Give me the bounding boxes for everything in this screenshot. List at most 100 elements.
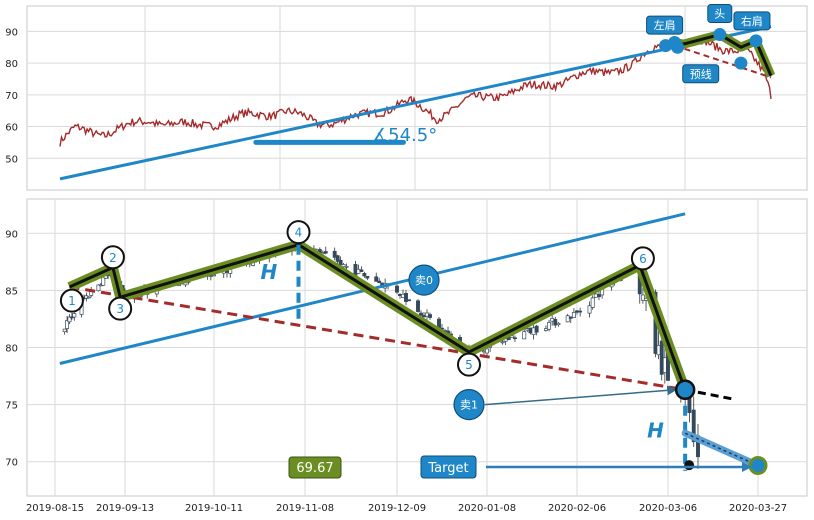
bottom-x-tick: 2019-12-09 [368,503,426,514]
top-y-tick: 60 [5,123,18,134]
sell-marker-circle [453,389,485,421]
candle-body [407,299,411,302]
candle-body [335,255,340,262]
top-y-tick-labels: 50 60 70 80 90 [5,27,18,165]
top-pattern-dot [713,28,727,42]
target-dot [748,456,768,476]
candle-body [659,340,664,375]
top-point-label: 头 [707,4,733,24]
pivot-marker: 4 [286,220,311,245]
top-pattern-dot [671,40,685,54]
candle-body [525,328,530,331]
bottom-panel: 70 75 80 85 90 2019-08-15 2019-09-13 2019-10-1… [5,198,808,514]
top-point-box [733,11,771,31]
top-trend-line [59,25,772,181]
candle-body [531,327,536,336]
top-point-text: 预线 [690,67,712,81]
pivot-circle [674,379,696,401]
pivot-label: 6 [639,252,647,266]
candle-body [565,315,570,323]
candle-body [419,312,423,316]
candle-body [656,345,661,356]
top-point-box [646,15,684,35]
bottom-y-tick: 70 [5,458,18,469]
candle-body [62,328,67,333]
top-head-shoulders-path [659,28,776,78]
sell-marker-circle [408,264,440,296]
bottom-x-tick: 2020-02-06 [548,503,606,514]
sell-marker-label: 卖1 [460,399,478,412]
candle-body [593,293,598,298]
pivot-label: 3 [116,302,124,316]
pivot-circle [457,352,481,377]
bottom-x-tick: 2020-01-08 [458,503,516,514]
top-point-text: 左肩 [654,18,676,32]
target-badge: Target [420,455,477,479]
top-point-text: 头 [714,8,725,21]
candle-body [553,319,558,326]
candle-body [587,305,592,314]
candle-body [578,310,583,313]
candle-body [395,285,399,293]
pivot-markers: 1 2 3 4 5 6 [59,220,696,401]
candle-body [332,250,337,258]
pivot-marker: 1 [59,288,84,313]
top-y-tick: 70 [5,91,18,102]
pivot-circle [100,245,125,270]
pivot-marker: 3 [108,296,133,321]
top-point-label: 左肩 [646,15,684,35]
candle-body [86,296,91,299]
candle-body [96,284,101,292]
projection-dots [684,432,759,467]
candle-body [428,314,432,318]
bottom-y-tick: 85 [5,286,18,297]
sell-marker: 卖1 [453,389,485,421]
top-y-tick: 80 [5,59,18,70]
candle-body [522,331,527,340]
candle-body [212,274,216,277]
candle-body [640,294,645,301]
neckline-extension [684,388,733,401]
pivot-label: 5 [465,358,473,372]
bottom-x-tick: 2019-10-11 [185,503,243,514]
bottom-y-tick: 80 [5,344,18,355]
candle-body [323,251,328,254]
bottom-y-tick: 90 [5,229,18,240]
bottom-x-tick: 2019-11-08 [276,503,334,514]
candle-body [590,297,595,308]
candle-body [416,300,420,312]
candle-body [500,341,505,344]
candle-body [568,316,573,319]
bottom-x-tick-labels: 2019-08-15 2019-09-13 2019-10-11 2019-11-08… [26,503,787,514]
angle-readout: ∡54.5° [372,125,437,146]
top-neckline [665,41,772,79]
candle-body [547,322,552,330]
candle-body [67,316,72,323]
sell-marker-label: 卖0 [415,274,433,287]
pivot-circle [108,296,133,321]
candle-body [534,325,539,333]
bottom-y-tick-labels: 70 75 80 85 90 [5,229,18,468]
candle-body [359,269,364,272]
candle-body [374,276,379,282]
candle-body [362,273,367,277]
candle-body [544,328,548,331]
top-pattern-dot [734,56,748,70]
target-value: 69.67 [296,461,333,476]
top-y-tick: 90 [5,27,18,38]
candle-body [556,322,561,326]
candle-body [691,409,696,443]
bottom-x-tick: 2019-09-13 [96,503,154,514]
pivot-circle [286,220,311,245]
candle-body [512,337,517,340]
pivot-circle [630,246,655,271]
candle-body [404,292,408,302]
top-pattern-dot [749,34,763,48]
candle-body [575,310,579,313]
top-point-box [682,64,720,84]
candle-body [550,318,555,322]
candle-body [65,320,70,329]
